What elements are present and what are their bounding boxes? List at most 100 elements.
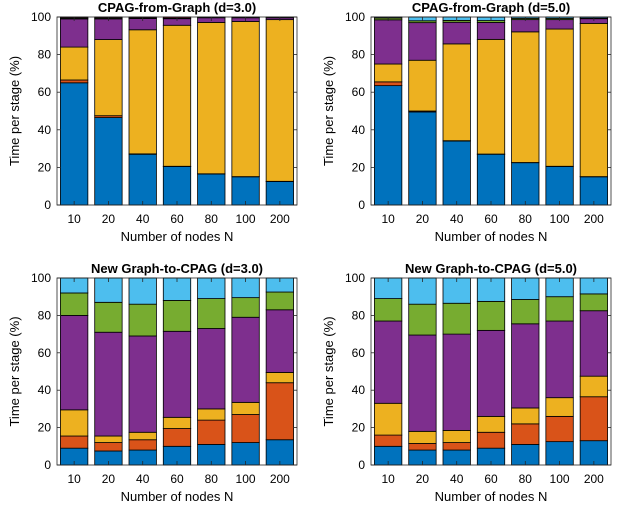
y-tick-label: 100 (345, 10, 365, 24)
bar-segment-60-stage3 (476, 415, 506, 433)
x-tick-label: 200 (270, 212, 290, 226)
bar-segment-100-stage4 (545, 320, 574, 399)
x-tick-label: 40 (450, 212, 464, 226)
bar-segment-10-stage3 (374, 63, 403, 83)
bar-segment-80-stage4 (511, 323, 540, 409)
bar-segment-40-stage4 (442, 21, 471, 45)
y-tick-label: 40 (352, 123, 366, 137)
x-tick-label: 60 (484, 472, 498, 486)
bar-segment-10-stage1 (60, 82, 89, 206)
bar-segment-60-stage1 (476, 153, 506, 206)
bar-segment-200-stage3 (579, 375, 608, 398)
bar-segment-20-stage3 (94, 435, 123, 443)
bar-segment-60-stage5 (476, 300, 506, 331)
y-tick-label: 0 (358, 458, 365, 472)
y-tick-label: 80 (352, 48, 366, 62)
chart-title: CPAG-from-Graph (d=5.0) (412, 0, 570, 15)
x-tick-label: 20 (416, 472, 430, 486)
y-tick-label: 80 (38, 308, 52, 322)
x-tick-label: 20 (102, 212, 116, 226)
bar-segment-20-stage1 (408, 111, 437, 206)
chart-panel-2: 0 20 40 60 80 100 10 20 40 60 80 100 200 CPAG-from-Gr… (321, 0, 612, 244)
y-tick-label: 20 (352, 160, 366, 174)
y-tick-label: 0 (358, 198, 365, 212)
bar-segment-80-stage4 (511, 19, 540, 33)
bar-segment-80-stage5 (511, 299, 540, 325)
bar-segment-20-stage4 (94, 331, 123, 437)
x-tick-label: 200 (584, 212, 604, 226)
bar-segment-200-stage1 (265, 439, 294, 466)
bar-segment-40-stage3 (128, 431, 157, 441)
bar-segment-200-stage4 (265, 309, 294, 373)
x-tick-label: 80 (519, 472, 533, 486)
x-tick-label: 80 (519, 212, 533, 226)
y-tick-label: 40 (38, 383, 52, 397)
bar-segment-100-stage3 (545, 28, 574, 167)
bar-segment-40-stage5 (442, 302, 471, 335)
y-tick-label: 20 (352, 421, 366, 435)
bar-segment-20-stage2 (408, 443, 437, 451)
bar-segment-60-stage4 (476, 329, 506, 417)
bar-segment-60-stage3 (162, 416, 192, 429)
x-tick-label: 40 (136, 472, 150, 486)
bar-segment-60-stage2 (476, 431, 506, 449)
bar-segment-10-stage2 (60, 435, 89, 449)
bar-segment-100-stage5 (545, 296, 574, 322)
x-tick-label: 100 (236, 212, 256, 226)
chart-title: New Graph-to-CPAG (d=5.0) (405, 261, 577, 276)
y-tick-label: 100 (31, 271, 51, 285)
bar-segment-80-stage3 (511, 31, 540, 163)
bar-segment-10-stage2 (374, 81, 403, 87)
bar-segment-200-stage2 (579, 396, 608, 442)
bar-segment-60-stage4 (162, 330, 192, 418)
x-tick-label: 100 (550, 212, 570, 226)
y-axis-label: Time per stage (%) (7, 56, 22, 166)
bar-segment-10-stage4 (60, 314, 89, 411)
y-tick-label: 20 (38, 160, 52, 174)
bar-segment-100-stage4 (231, 316, 260, 403)
chart-title: New Graph-to-CPAG (d=3.0) (91, 261, 263, 276)
y-tick-label: 40 (352, 383, 366, 397)
bar-segment-10-stage4 (60, 18, 89, 48)
y-tick-label: 100 (31, 10, 51, 24)
y-tick-label: 60 (38, 85, 52, 99)
bar-segment-200-stage4 (579, 310, 608, 377)
bar-segment-80-stage4 (197, 328, 226, 410)
x-axis-label: Number of nodes N (435, 229, 548, 244)
x-axis-label: Number of nodes N (435, 489, 548, 504)
y-tick-label: 40 (38, 123, 52, 137)
bar-segment-200-stage5 (579, 293, 608, 312)
chart-panel-1: 0 20 40 60 80 100 10 20 40 60 80 100 200 CPAG-from-Gr… (7, 0, 298, 244)
bar-segment-60-stage3 (162, 24, 192, 167)
bar-segment-80-stage2 (197, 419, 226, 445)
bar-segment-80-stage1 (511, 162, 540, 206)
bar-segment-80-stage3 (511, 407, 540, 425)
y-tick-label: 0 (44, 198, 51, 212)
bar-segment-20-stage4 (408, 334, 437, 432)
bar-segment-10-stage5 (374, 298, 403, 322)
y-axis-label: Time per stage (%) (7, 316, 22, 426)
bar-segment-20-stage2 (94, 442, 123, 452)
bar-segment-80-stage3 (197, 22, 226, 175)
x-tick-label: 60 (170, 212, 184, 226)
bar-segment-200-stage3 (265, 19, 294, 182)
bar-segment-40-stage6 (442, 277, 471, 304)
x-axis-label: Number of nodes N (121, 489, 234, 504)
y-tick-label: 60 (352, 346, 366, 360)
bar-segment-60-stage2 (162, 428, 192, 447)
bar-segment-100-stage1 (545, 166, 574, 206)
bar-segment-20-stage3 (408, 430, 437, 444)
y-tick-label: 0 (44, 458, 51, 472)
x-tick-label: 80 (205, 472, 219, 486)
x-tick-label: 100 (550, 472, 570, 486)
bar-segment-200-stage2 (265, 382, 294, 441)
bar-segment-60-stage1 (162, 166, 192, 206)
bar-segment-100-stage2 (545, 415, 574, 443)
bar-segment-200-stage3 (265, 372, 294, 384)
bar-segment-20-stage5 (408, 303, 437, 336)
bar-segment-40-stage2 (128, 439, 157, 451)
bar-segment-100-stage2 (231, 414, 260, 443)
bar-segment-80-stage1 (197, 173, 226, 206)
x-tick-label: 80 (205, 212, 219, 226)
